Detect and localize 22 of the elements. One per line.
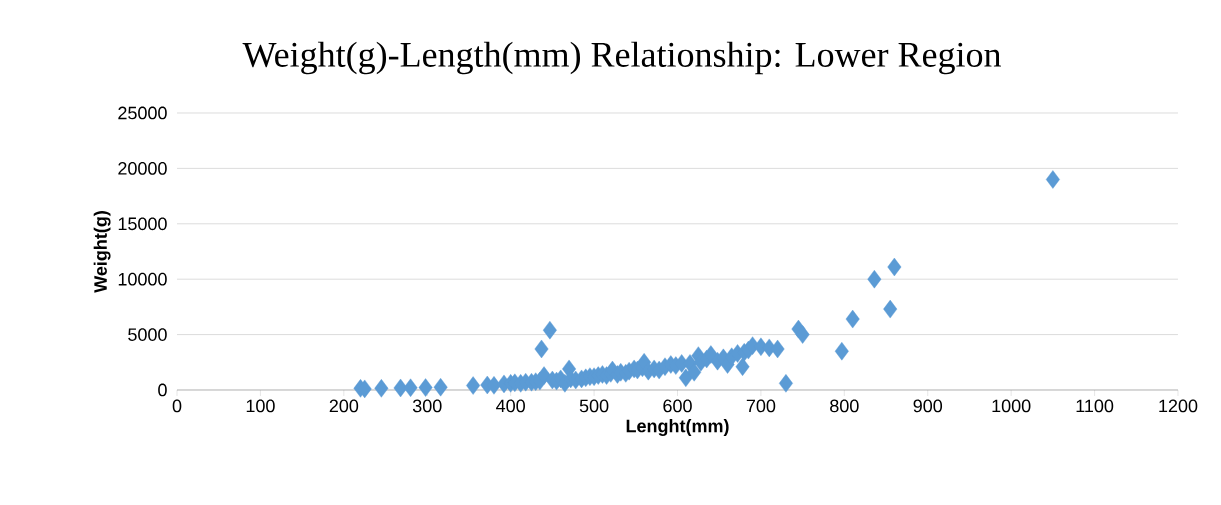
x-tick-label: 600	[663, 399, 692, 413]
x-tick-label: 1200	[1159, 399, 1198, 413]
y-tick-label: 0	[158, 383, 167, 397]
y-tick-label: 10000	[118, 272, 167, 286]
x-tick-label: 300	[412, 399, 442, 413]
x-tick-label: 900	[913, 399, 943, 413]
y-tick-label: 15000	[118, 217, 167, 231]
x-tick-label: 1100	[1076, 399, 1114, 413]
x-tick-label: 800	[830, 399, 859, 413]
x-axis-title: Lenght(mm)	[626, 419, 729, 436]
chart-title: Weight(g)-Length(mm) Relationship: Lower Region	[242, 41, 1002, 75]
y-tick-label: 20000	[118, 162, 167, 175]
x-tick-label: 500	[579, 399, 609, 413]
x-tick-label: 100	[246, 399, 275, 413]
x-tick-label: 0	[172, 399, 182, 413]
x-tick-label: 400	[496, 399, 525, 413]
x-tick-label: 1000	[992, 399, 1031, 413]
y-tick-label: 25000	[118, 106, 167, 120]
x-tick-label: 200	[329, 399, 359, 413]
x-tick-label: 700	[746, 399, 776, 413]
y-axis-title: Weight(g)	[93, 211, 111, 293]
y-tick-label: 5000	[128, 328, 167, 341]
